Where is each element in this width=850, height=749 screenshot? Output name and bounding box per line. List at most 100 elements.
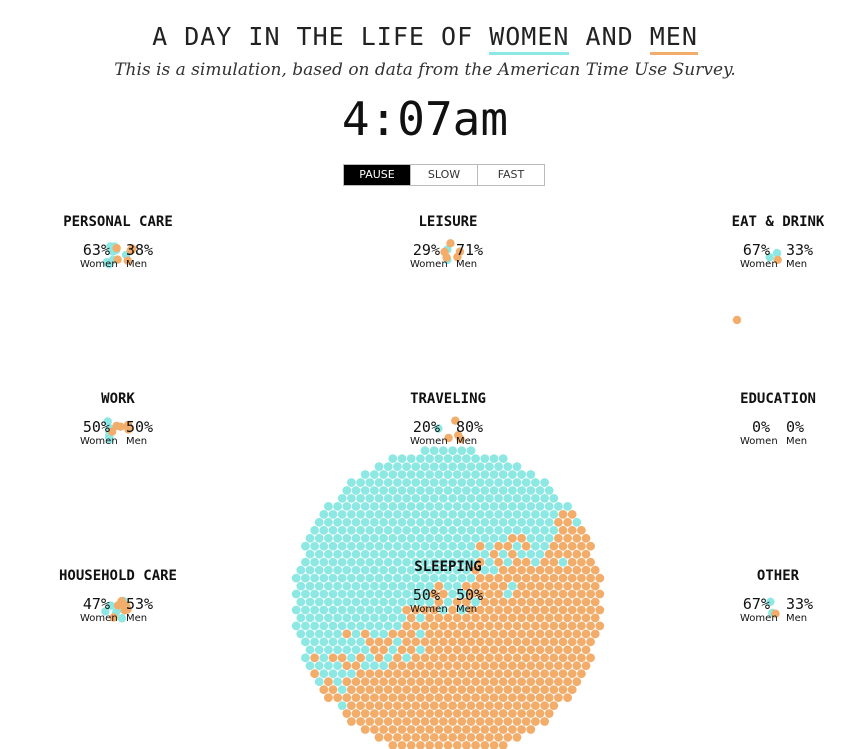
men-bubble	[517, 629, 526, 639]
men-bubble	[425, 661, 434, 671]
category-percents: 0% 0%	[688, 418, 850, 436]
men-bubble	[586, 573, 595, 583]
men-bubble	[434, 677, 444, 687]
men-bubble	[454, 431, 463, 440]
men-bubble	[448, 701, 457, 710]
men-bubble	[512, 669, 522, 679]
men-bubble	[595, 621, 605, 631]
men-bubble	[549, 669, 559, 679]
women-bubble	[301, 589, 310, 599]
women-bubble	[521, 525, 531, 535]
women-bubble	[531, 510, 540, 519]
men-bubble	[443, 677, 453, 687]
men-bubble	[526, 629, 536, 639]
women-bubble	[406, 517, 416, 527]
fast-button[interactable]: FAST	[477, 165, 544, 185]
women-bubble	[370, 565, 379, 575]
women-bubble	[347, 494, 356, 503]
men-bubble	[521, 669, 531, 679]
women-bubble	[337, 685, 347, 694]
men-bubble	[429, 701, 439, 710]
men-bubble	[521, 685, 531, 694]
women-bubble	[439, 462, 448, 471]
women-bubble	[374, 605, 384, 615]
men-bubble	[360, 629, 370, 639]
men-bubble	[480, 581, 490, 591]
women-percent: 67%	[742, 595, 770, 613]
women-bubble	[480, 486, 490, 495]
men-bubble	[508, 565, 517, 575]
women-bubble	[402, 462, 411, 471]
men-bubble	[489, 629, 499, 639]
category-legend: Women Men	[688, 259, 850, 271]
women-bubble	[337, 605, 347, 615]
women-bubble	[434, 454, 444, 463]
women-bubble	[305, 549, 315, 559]
women-bubble	[466, 446, 476, 455]
men-bubble	[535, 693, 545, 702]
men-bubble	[508, 725, 517, 734]
women-bubble	[443, 533, 453, 543]
men-bubble	[508, 533, 517, 543]
women-bubble	[374, 557, 384, 567]
women-bubble	[319, 510, 329, 519]
women-bubble	[319, 589, 329, 599]
women-bubble	[370, 581, 379, 591]
men-bubble	[540, 637, 549, 647]
women-bubble	[549, 525, 559, 535]
women-bubble	[402, 478, 411, 487]
women-bubble	[425, 565, 434, 575]
women-bubble	[439, 510, 448, 519]
women-bubble	[471, 517, 480, 527]
women-bubble	[370, 613, 379, 623]
category-percents: 20% 80%	[358, 418, 538, 436]
women-bubble	[393, 541, 402, 551]
men-bubble	[475, 717, 485, 726]
men-bubble	[503, 621, 513, 631]
women-bubble	[406, 486, 416, 495]
men-bubble	[531, 637, 540, 647]
women-bubble	[558, 557, 568, 567]
men-bubble	[457, 717, 467, 726]
men-bubble	[457, 653, 467, 663]
women-bubble	[416, 517, 425, 527]
men-bubble	[342, 629, 352, 639]
men-bubble	[540, 653, 549, 663]
women-bubble	[443, 581, 453, 591]
women-bubble	[379, 565, 388, 575]
women-bubble	[333, 502, 342, 511]
women-bubble	[388, 470, 398, 479]
women-bubble	[489, 565, 499, 575]
men-bubble	[517, 565, 526, 575]
women-bubble	[305, 645, 315, 655]
women-bubble	[526, 549, 536, 559]
women-bubble	[351, 549, 361, 559]
men-bubble	[567, 637, 577, 647]
women-bubble	[301, 621, 310, 631]
women-bubble	[452, 581, 462, 591]
men-bubble	[586, 605, 595, 615]
men-percent: 33%	[786, 595, 814, 613]
men-bubble	[535, 677, 545, 687]
men-bubble	[310, 653, 319, 663]
men-bubble	[333, 693, 342, 702]
women-bubble	[365, 541, 375, 551]
women-bubble	[443, 486, 453, 495]
men-bubble	[549, 541, 559, 551]
men-bubble	[581, 581, 591, 591]
men-bubble	[462, 597, 471, 607]
women-bubble	[402, 573, 411, 583]
men-bubble	[498, 677, 508, 687]
men-bubble	[535, 645, 545, 655]
women-bubble	[324, 549, 333, 559]
women-bubble	[475, 478, 485, 487]
women-bubble	[429, 525, 439, 535]
men-bubble	[498, 565, 508, 575]
men-bubble	[503, 653, 513, 663]
men-bubble	[462, 677, 471, 687]
men-bubble	[544, 661, 554, 671]
women-bubble	[508, 502, 517, 511]
pause-button[interactable]: PAUSE	[344, 165, 410, 185]
women-bubble	[508, 581, 517, 591]
slow-button[interactable]: SLOW	[410, 165, 477, 185]
